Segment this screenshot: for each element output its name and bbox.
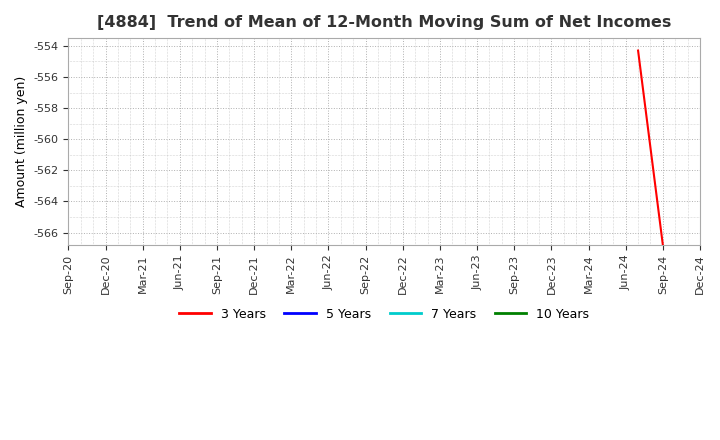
Y-axis label: Amount (million yen): Amount (million yen) bbox=[15, 76, 28, 207]
Title: [4884]  Trend of Mean of 12-Month Moving Sum of Net Incomes: [4884] Trend of Mean of 12-Month Moving … bbox=[97, 15, 671, 30]
Legend: 3 Years, 5 Years, 7 Years, 10 Years: 3 Years, 5 Years, 7 Years, 10 Years bbox=[174, 303, 594, 326]
